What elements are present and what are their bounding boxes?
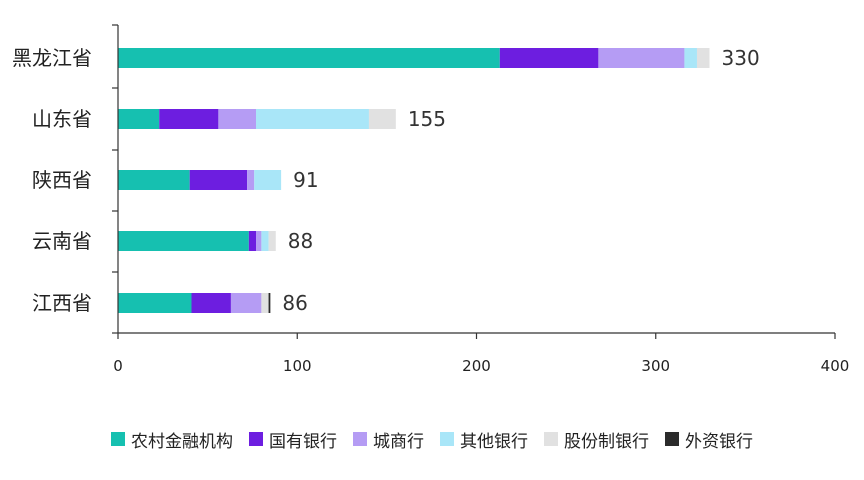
total-label: 86 [282, 291, 307, 315]
bar-segment [118, 109, 160, 129]
total-label: 330 [722, 46, 760, 70]
legend-swatch [544, 432, 558, 446]
bar-segment [118, 293, 192, 313]
legend-item: 农村金融机构 [111, 427, 233, 452]
legend-label: 农村金融机构 [131, 431, 233, 452]
total-label: 88 [288, 229, 313, 253]
bar-segment [256, 231, 262, 251]
legend-label: 城商行 [373, 431, 424, 452]
x-tick-label: 0 [113, 357, 123, 375]
x-tick-label: 300 [641, 357, 670, 375]
bar-segment [261, 231, 269, 251]
legend-swatch [353, 432, 367, 446]
legend-label: 外资银行 [685, 431, 753, 452]
plot-area: 330 155 91 88 86 [118, 46, 760, 315]
bar-segment [268, 293, 271, 313]
bar-segment [118, 231, 249, 251]
bar-segment [261, 293, 269, 313]
legend-item: 城商行 [353, 427, 424, 452]
legend-label: 其他银行 [460, 431, 528, 452]
bar-segment [368, 109, 396, 129]
total-label: 91 [293, 168, 318, 192]
x-tick-label: 100 [283, 357, 312, 375]
category-label: 山东省 [32, 107, 92, 131]
bar-segment [598, 48, 685, 68]
bar-segment [189, 170, 248, 190]
category-label: 陕西省 [32, 168, 92, 192]
bar-segment [247, 170, 255, 190]
bar-segment [159, 109, 219, 129]
bar-segment [254, 170, 282, 190]
bar-segment [218, 109, 257, 129]
legend-item: 其他银行 [440, 427, 528, 452]
legend-swatch [111, 432, 125, 446]
legend: 农村金融机构 国有银行 城商行 其他银行 股份制银行 外资银行 [0, 423, 864, 455]
stacked-bar-chart: 330 155 91 88 86 0 100 200 300 400 黑龙江省山东省陕西省云南省江… [12, 24, 850, 375]
legend-swatch [440, 432, 454, 446]
total-label: 155 [408, 107, 446, 131]
x-tick-label: 200 [462, 357, 491, 375]
bar-segment [248, 231, 257, 251]
category-label: 黑龙江省 [12, 46, 92, 70]
category-label: 江西省 [32, 291, 92, 315]
bar-segment [118, 170, 190, 190]
legend-item: 外资银行 [665, 427, 753, 452]
bar-segment [268, 231, 276, 251]
legend-item: 国有银行 [249, 427, 337, 452]
legend-swatch [665, 432, 679, 446]
x-tick-label: 400 [821, 357, 850, 375]
legend-label: 股份制银行 [564, 431, 649, 452]
bar-segment [191, 293, 231, 313]
legend-item: 股份制银行 [544, 427, 649, 452]
bar-segment [696, 48, 710, 68]
bar-segment [256, 109, 369, 129]
bar-segment [230, 293, 262, 313]
category-label: 云南省 [32, 229, 92, 253]
bar-segment [499, 48, 599, 68]
legend-label: 国有银行 [269, 431, 337, 452]
bar-segment [118, 48, 500, 68]
bar-segment [684, 48, 697, 68]
legend-swatch [249, 432, 263, 446]
